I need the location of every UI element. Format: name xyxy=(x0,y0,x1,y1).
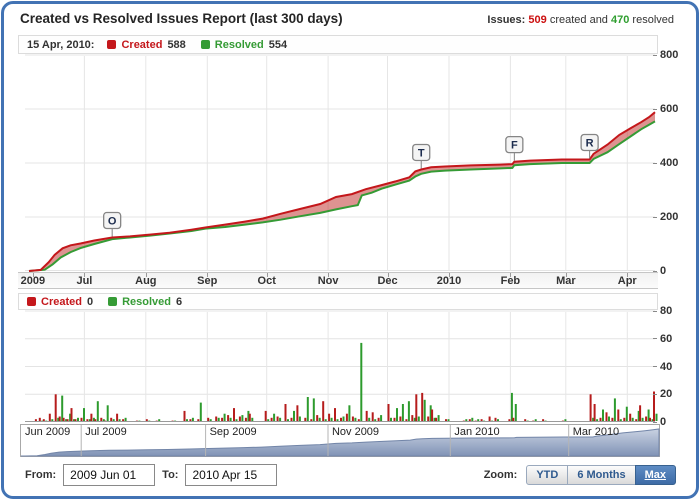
navigator-area[interactable] xyxy=(21,425,660,457)
created-legend-label: Created xyxy=(121,38,163,51)
x-tick-label: Jul xyxy=(76,275,93,287)
x-tick-label: 2010 xyxy=(436,275,462,287)
resolved-legend-value: 6 xyxy=(176,295,183,308)
issues-created-text: created and xyxy=(549,14,608,26)
from-input[interactable] xyxy=(63,464,156,486)
svg-text:R: R xyxy=(586,137,594,149)
main-chart-legend: 15 Apr, 2010: Created 588 Resolved 554 xyxy=(18,35,658,54)
daily-chart-legend: Created 0 Resolved 6 xyxy=(18,293,658,310)
navigator-label: Jan 2010 xyxy=(454,426,500,438)
resolved-swatch-icon xyxy=(108,297,118,306)
main-chart-plot[interactable]: O T F R xyxy=(25,48,656,272)
y-tick-label: 60 xyxy=(653,332,672,346)
navigator[interactable] xyxy=(20,424,660,457)
flag-F[interactable]: F xyxy=(505,136,524,161)
from-label: From: xyxy=(25,469,57,481)
created-legend-label: Created xyxy=(41,295,82,308)
resolved-legend-label: Resolved xyxy=(214,38,264,51)
created-swatch-icon xyxy=(27,297,36,306)
x-tick-label: 2009 xyxy=(20,275,46,287)
created-legend-value: 0 xyxy=(86,295,94,308)
x-tick-label: Aug xyxy=(135,275,157,287)
svg-text:O: O xyxy=(108,216,117,228)
zoom-label: Zoom: xyxy=(483,469,518,481)
y-tick-label: 80 xyxy=(653,304,672,318)
y-tick-label: 200 xyxy=(653,210,678,224)
zoom-controls: Zoom: YTD 6 Months Max xyxy=(484,465,676,485)
page-title: Created vs Resolved Issues Report (last … xyxy=(20,11,343,26)
navigator-label: Nov 2009 xyxy=(331,426,380,438)
y-tick-label: 600 xyxy=(653,102,678,116)
zoom-6months-button[interactable]: 6 Months xyxy=(567,465,636,485)
y-tick-label: 400 xyxy=(653,156,678,170)
resolved-swatch-icon xyxy=(200,40,210,49)
x-tick-label: Feb xyxy=(500,275,521,287)
resolved-legend-label: Resolved xyxy=(122,295,172,308)
y-tick-label: 20 xyxy=(653,387,672,401)
issues-summary: Issues: 509 created and 470 resolved xyxy=(487,14,674,26)
created-swatch-icon xyxy=(107,40,117,49)
x-tick-label: Sep xyxy=(197,275,218,287)
y-tick-label: 0 xyxy=(653,415,666,429)
issues-resolved-count: 470 xyxy=(611,14,630,26)
navigator-label: Jul 2009 xyxy=(85,426,127,438)
issues-created-count: 509 xyxy=(528,14,547,26)
flag-O[interactable]: O xyxy=(103,211,122,237)
issues-resolved-text: resolved xyxy=(632,14,674,26)
navigator-label: Sep 2009 xyxy=(209,426,257,438)
y-tick-label: 40 xyxy=(653,360,672,374)
date-range-controls: From: To: xyxy=(25,464,278,486)
y-tick-label: 0 xyxy=(653,264,666,278)
svg-text:F: F xyxy=(511,140,518,152)
flag-T[interactable]: T xyxy=(412,143,431,169)
x-tick-label: Nov xyxy=(317,275,339,287)
svg-text:T: T xyxy=(418,147,425,159)
navigator-label: Jun 2009 xyxy=(25,426,71,438)
issues-label: Issues: xyxy=(487,14,526,26)
hover-date: 15 Apr, 2010: xyxy=(27,38,95,51)
navigator-label: Mar 2010 xyxy=(572,426,620,438)
created-legend-value: 588 xyxy=(167,38,186,51)
x-tick-label: Mar xyxy=(556,275,576,287)
x-tick-label: Dec xyxy=(377,275,398,287)
zoom-ytd-button[interactable]: YTD xyxy=(526,465,569,485)
zoom-max-button[interactable]: Max xyxy=(634,465,676,485)
daily-chart-plot[interactable] xyxy=(25,308,658,422)
resolved-legend-value: 554 xyxy=(268,38,288,51)
flag-R[interactable]: R xyxy=(580,133,599,159)
main-x-axis: 2009 Jul Aug Sep Oct Nov Dec 2010 Feb Mar Apr xyxy=(18,272,658,289)
y-tick-label: 800 xyxy=(653,48,678,62)
to-input[interactable] xyxy=(185,464,278,486)
x-tick-label: Apr xyxy=(617,275,637,287)
x-tick-label: Oct xyxy=(257,275,276,287)
to-label: To: xyxy=(162,469,179,481)
